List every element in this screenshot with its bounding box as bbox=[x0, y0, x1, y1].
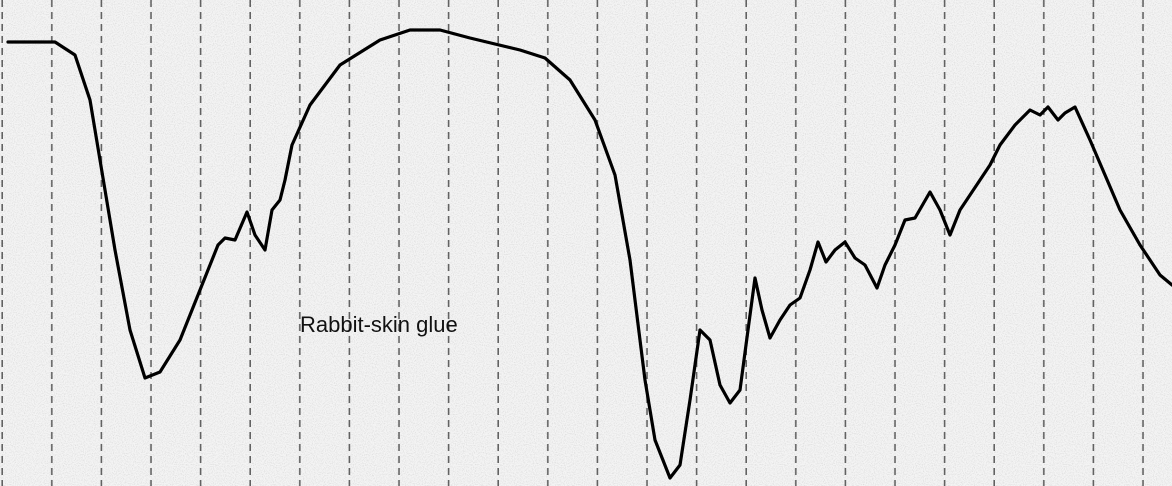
sample-label: Rabbit-skin glue bbox=[300, 312, 458, 337]
spectrum-curve bbox=[6, 28, 1172, 480]
